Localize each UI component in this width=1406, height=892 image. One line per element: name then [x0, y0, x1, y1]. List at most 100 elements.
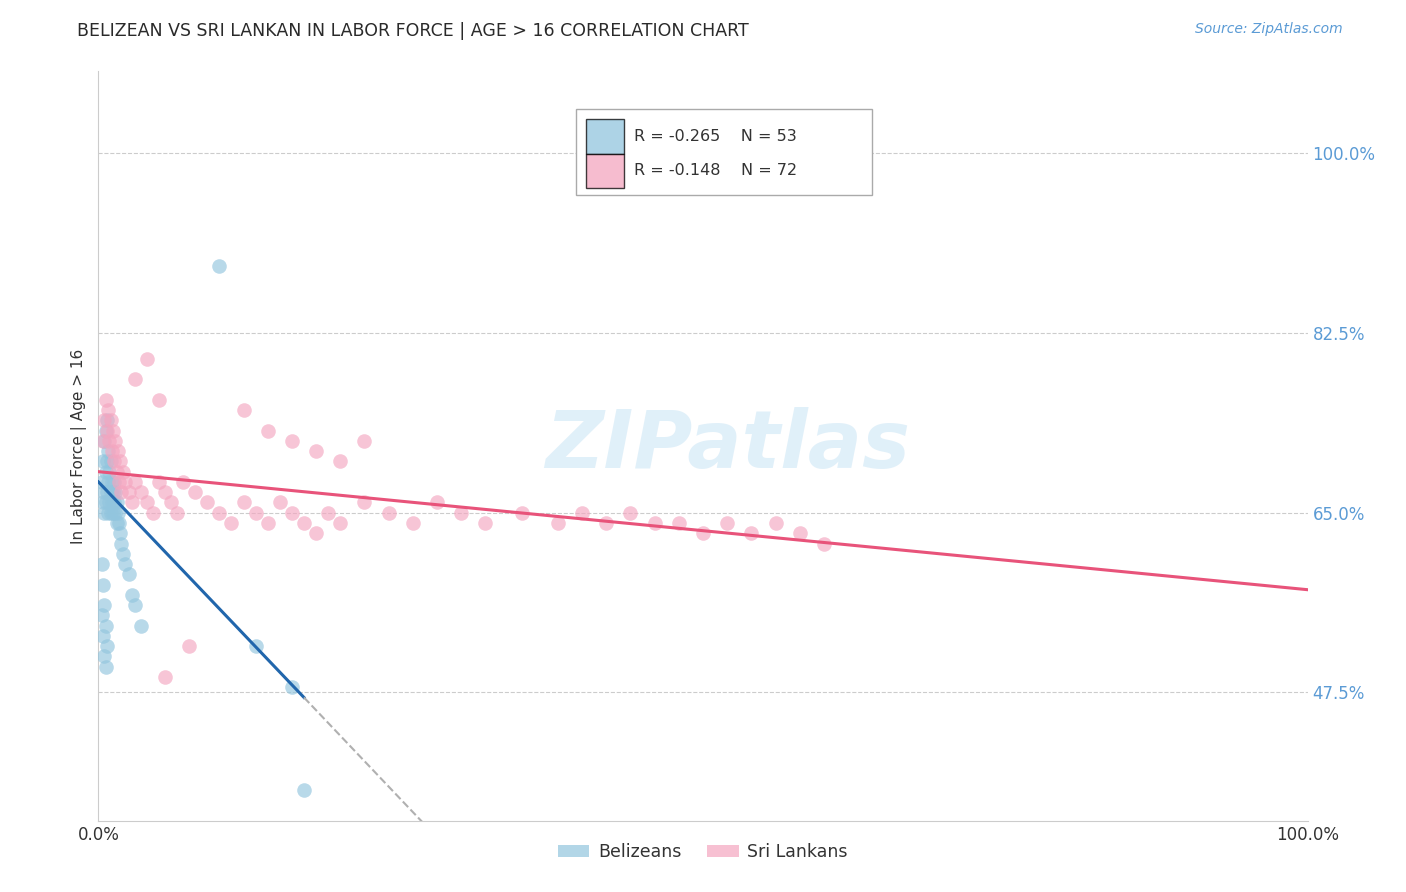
Point	[110, 536, 132, 550]
Point	[96, 454, 118, 468]
Point	[108, 454, 131, 468]
Point	[101, 424, 124, 438]
Point	[100, 506, 122, 520]
Point	[221, 516, 243, 530]
Point	[353, 434, 375, 448]
Point	[91, 629, 114, 643]
Point	[103, 475, 125, 489]
Point	[644, 516, 666, 530]
Point	[510, 506, 533, 520]
Point	[305, 526, 328, 541]
Point	[105, 516, 128, 530]
Point	[108, 475, 131, 489]
Point	[97, 403, 120, 417]
Point	[256, 424, 278, 438]
Point	[256, 516, 278, 530]
Point	[329, 454, 352, 468]
Point	[292, 782, 315, 797]
Point	[305, 444, 328, 458]
Point	[103, 495, 125, 509]
Point	[107, 444, 129, 458]
Text: BELIZEAN VS SRI LANKAN IN LABOR FORCE | AGE > 16 CORRELATION CHART: BELIZEAN VS SRI LANKAN IN LABOR FORCE | …	[77, 22, 749, 40]
Point	[105, 495, 128, 509]
Point	[813, 536, 835, 550]
Point	[426, 495, 449, 509]
Point	[353, 495, 375, 509]
Point	[716, 516, 738, 530]
Point	[129, 618, 152, 632]
Point	[100, 475, 122, 489]
Point	[93, 598, 115, 612]
Point	[101, 485, 124, 500]
Point	[110, 485, 132, 500]
Point	[232, 403, 254, 417]
Point	[94, 659, 117, 673]
Point	[111, 547, 134, 561]
Point	[96, 413, 118, 427]
Point	[111, 465, 134, 479]
Point	[377, 506, 399, 520]
Point	[789, 526, 811, 541]
Point	[94, 618, 117, 632]
Point	[402, 516, 425, 530]
Point	[91, 495, 114, 509]
Point	[166, 506, 188, 520]
Point	[179, 639, 201, 653]
Point	[118, 567, 141, 582]
Legend: Belizeans, Sri Lankans: Belizeans, Sri Lankans	[551, 837, 855, 868]
Point	[474, 516, 496, 530]
Point	[104, 485, 127, 500]
Point	[148, 475, 170, 489]
Point	[124, 475, 146, 489]
Point	[595, 516, 617, 530]
Text: Source: ZipAtlas.com: Source: ZipAtlas.com	[1195, 22, 1343, 37]
Point	[148, 392, 170, 407]
Text: R = -0.265    N = 53: R = -0.265 N = 53	[634, 129, 797, 144]
Point	[93, 485, 115, 500]
Point	[96, 424, 118, 438]
Point	[93, 413, 115, 427]
Point	[571, 506, 593, 520]
Point	[94, 424, 117, 438]
Point	[292, 516, 315, 530]
Point	[245, 506, 267, 520]
FancyBboxPatch shape	[586, 120, 624, 153]
Point	[108, 516, 131, 530]
Point	[94, 495, 117, 509]
Point	[124, 598, 146, 612]
Point	[91, 454, 114, 468]
Point	[100, 444, 122, 458]
Point	[208, 506, 231, 520]
Point	[232, 495, 254, 509]
Point	[208, 260, 231, 274]
Y-axis label: In Labor Force | Age > 16: In Labor Force | Age > 16	[72, 349, 87, 543]
FancyBboxPatch shape	[586, 153, 624, 188]
Point	[668, 516, 690, 530]
Point	[93, 434, 115, 448]
Point	[96, 485, 118, 500]
Point	[98, 434, 121, 448]
Point	[172, 475, 194, 489]
Point	[97, 475, 120, 489]
Point	[104, 506, 127, 520]
Point	[281, 506, 304, 520]
Point	[118, 485, 141, 500]
Point	[135, 351, 157, 366]
Point	[195, 495, 218, 509]
Text: R = -0.148    N = 72: R = -0.148 N = 72	[634, 163, 797, 178]
Point	[153, 670, 176, 684]
Point	[91, 577, 114, 591]
Point	[108, 526, 131, 541]
Point	[94, 465, 117, 479]
Point	[94, 392, 117, 407]
Point	[91, 475, 114, 489]
Point	[547, 516, 569, 530]
Point	[619, 506, 641, 520]
Point	[93, 506, 115, 520]
Point	[692, 526, 714, 541]
Point	[100, 495, 122, 509]
Point	[91, 434, 114, 448]
Point	[129, 485, 152, 500]
Point	[281, 680, 304, 694]
Point	[103, 454, 125, 468]
